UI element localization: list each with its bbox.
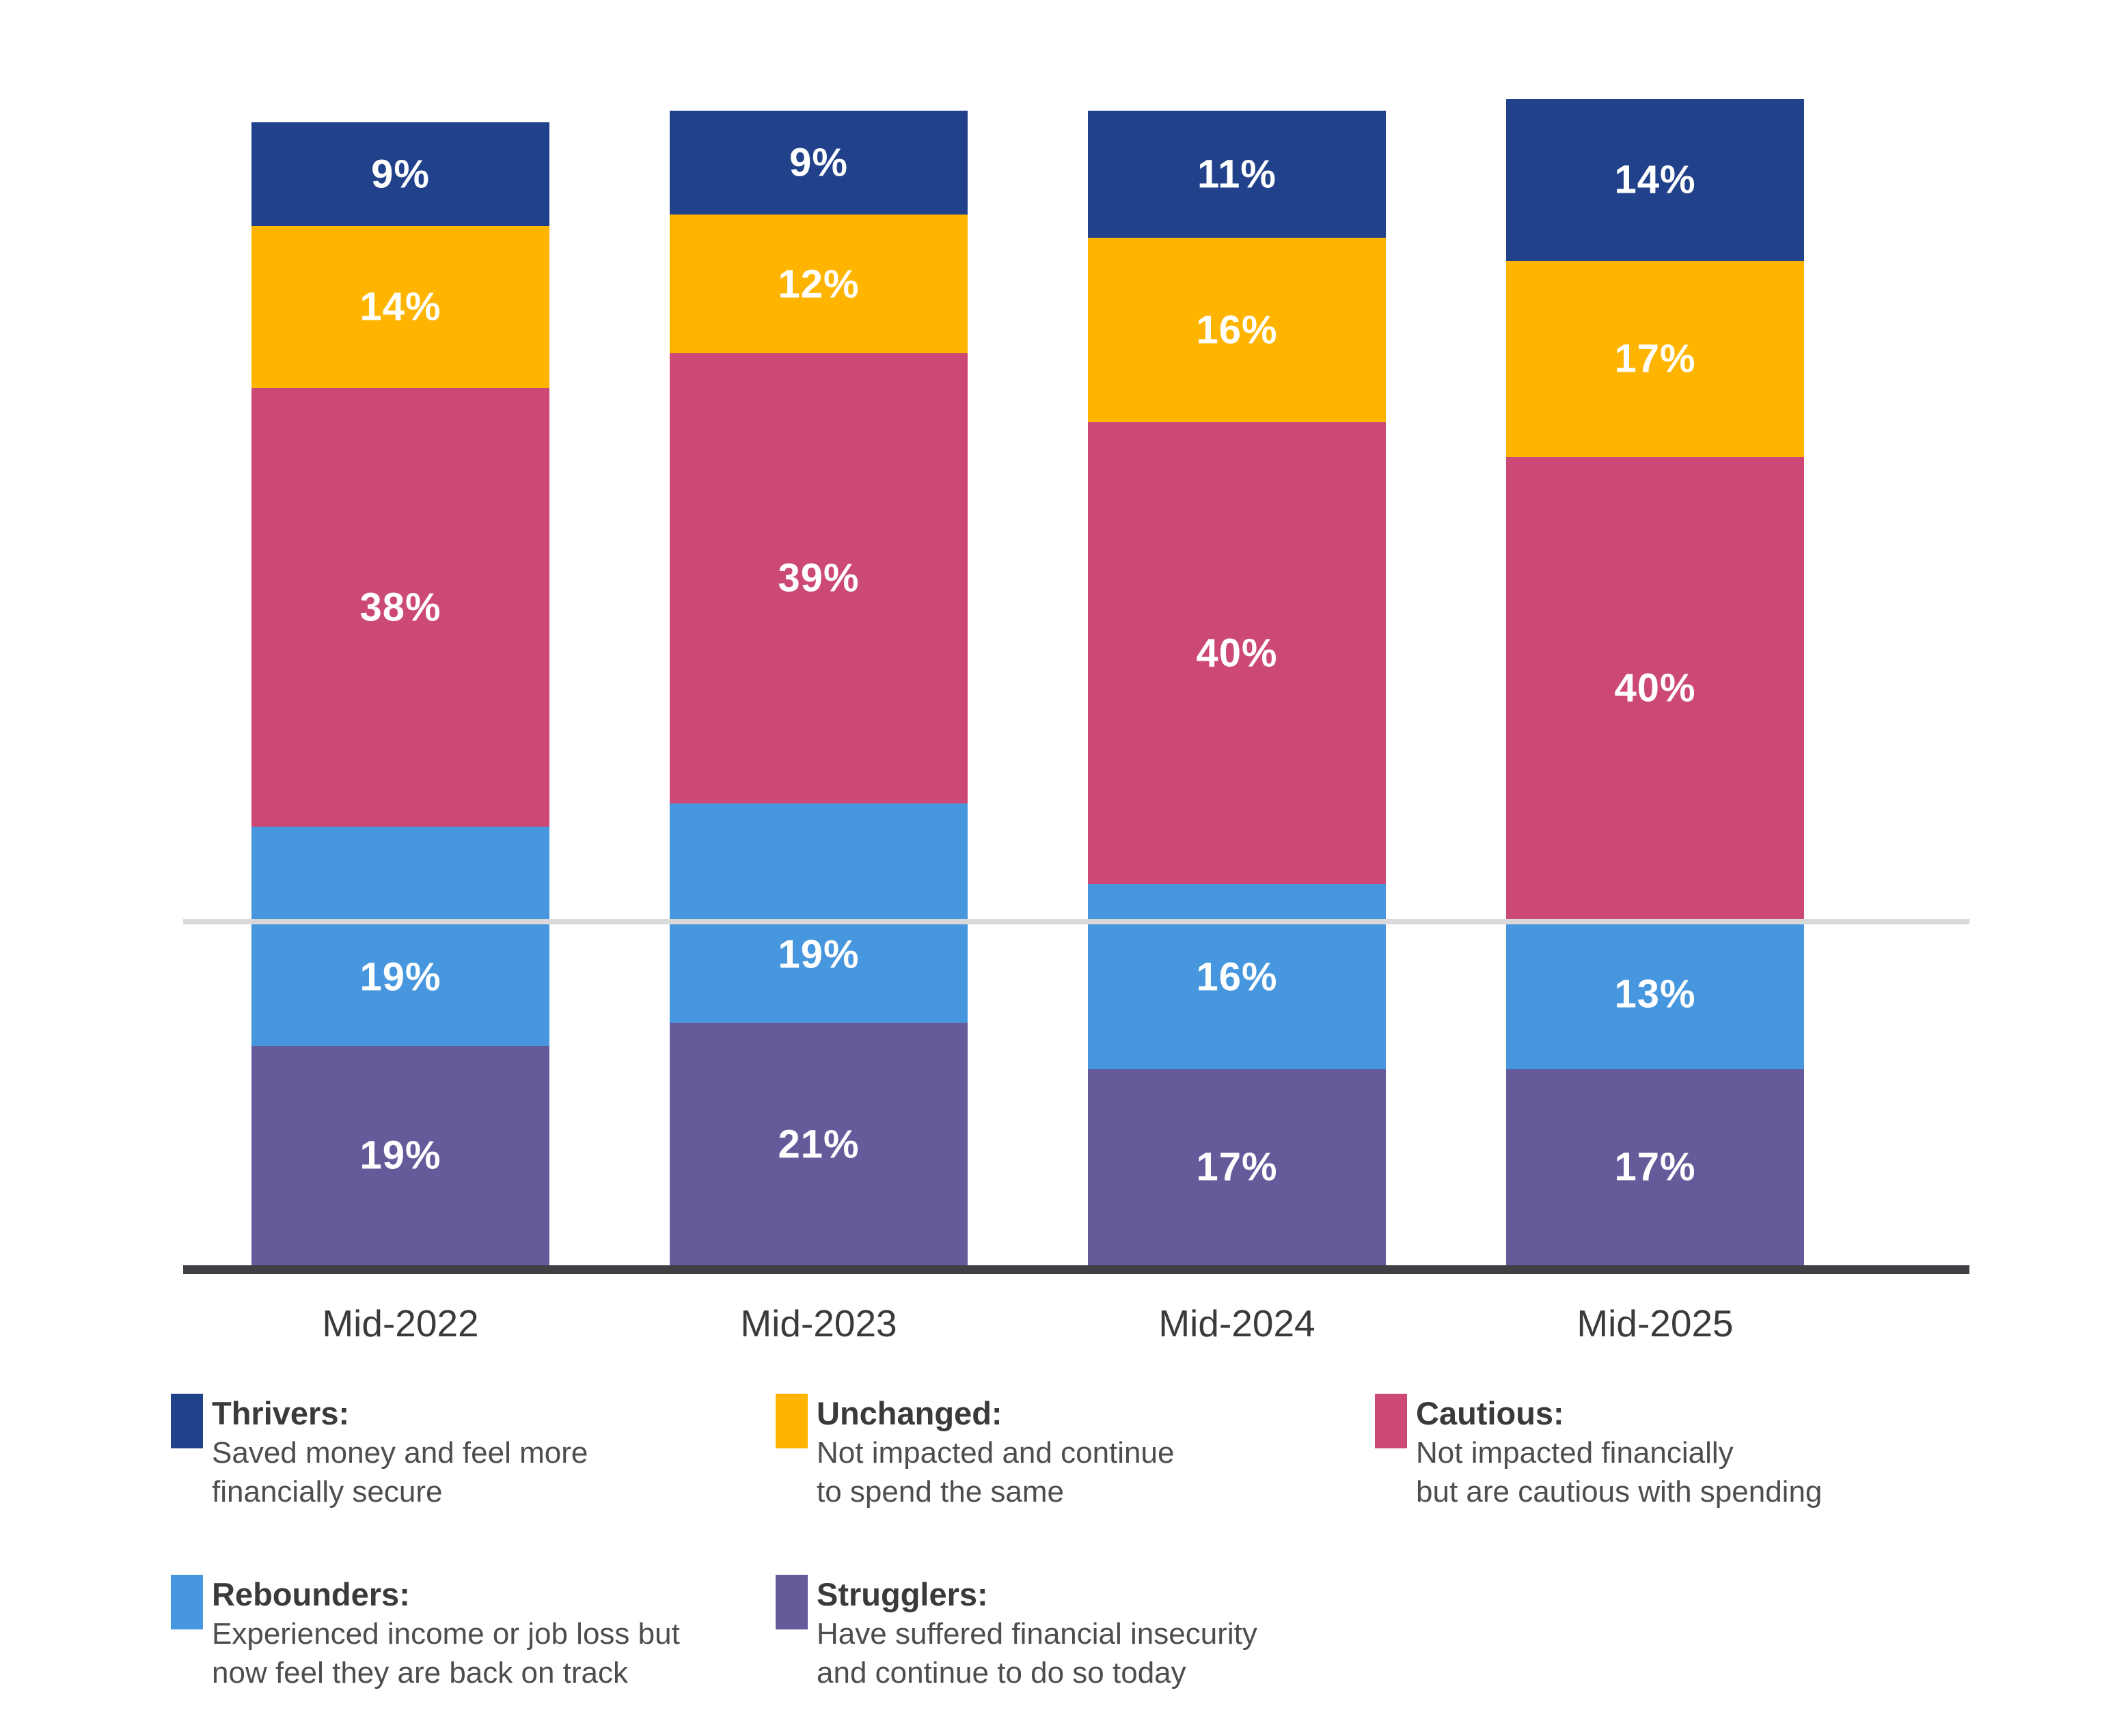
legend-title-unchanged: Unchanged: [817, 1395, 1002, 1431]
bar-value-label-rebounders-mid-2022: 19% [359, 954, 441, 1000]
bar-segment-cautious-mid-2025 [1506, 457, 1804, 919]
bar-value-label-thrivers-mid-2024: 11% [1197, 152, 1277, 197]
bar-segment-cautious-mid-2023 [670, 353, 968, 803]
bar-segment-unchanged-mid-2023 [670, 215, 968, 353]
legend-desc-strugglers-line-1: Have suffered financial insecurity [817, 1617, 1257, 1651]
legend-desc-unchanged-line-1: Not impacted and continue [817, 1436, 1175, 1470]
bar-segment-unchanged-mid-2025 [1506, 260, 1804, 457]
bar-value-label-rebounders-mid-2025: 13% [1614, 972, 1696, 1017]
bar-value-label-strugglers-mid-2024: 17% [1196, 1144, 1278, 1189]
legend-swatch-rebounders [171, 1575, 203, 1629]
legend-desc-cautious-line-2: but are cautious with spending [1416, 1475, 1823, 1508]
bar-segment-rebounders-mid-2024 [1088, 884, 1386, 1069]
bar-value-label-unchanged-mid-2023: 12% [778, 262, 860, 306]
bar-segment-strugglers-mid-2022 [251, 1045, 549, 1265]
bar-value-label-cautious-mid-2022: 38% [359, 585, 441, 630]
bar-value-label-thrivers-mid-2023: 9% [789, 140, 848, 185]
bar-segment-strugglers-mid-2024 [1088, 1069, 1386, 1265]
legend-desc-thrivers-line-2: financially secure [212, 1475, 443, 1508]
bar-segment-strugglers-mid-2025 [1506, 1069, 1804, 1265]
reference-gridline [183, 919, 1969, 924]
bar-value-label-thrivers-mid-2022: 9% [371, 152, 430, 197]
legend-desc-unchanged-line-2: to spend the same [817, 1475, 1065, 1508]
legend-desc-thrivers-line-1: Saved money and feel more [212, 1436, 588, 1470]
bar-segment-cautious-mid-2022 [251, 387, 549, 827]
legend-swatch-strugglers [776, 1575, 808, 1629]
bar-segment-cautious-mid-2024 [1088, 422, 1386, 885]
legend-text-unchanged: Unchanged: Not impacted and continue to sp… [817, 1394, 1174, 1511]
bar-segment-thrivers-mid-2022 [251, 122, 549, 226]
bar-value-label-cautious-mid-2024: 40% [1196, 631, 1278, 676]
x-axis-line [183, 1265, 1969, 1274]
bar-segment-thrivers-mid-2024 [1088, 111, 1386, 238]
x-axis-label-mid-2022: Mid-2022 [322, 1302, 479, 1345]
bar-value-label-rebounders-mid-2023: 19% [778, 932, 860, 977]
bar-value-label-unchanged-mid-2025: 17% [1614, 336, 1696, 381]
legend-title-thrivers: Thrivers: [212, 1395, 350, 1431]
bar-segment-rebounders-mid-2022 [251, 826, 549, 1046]
legend-text-thrivers: Thrivers: Saved money and feel more financ… [212, 1394, 588, 1511]
bar-segment-thrivers-mid-2023 [670, 111, 968, 215]
bar-value-label-thrivers-mid-2025: 14% [1614, 157, 1696, 202]
bar-segment-rebounders-mid-2023 [670, 803, 968, 1023]
legend-desc-rebounders-line-2: now feel they are back on track [212, 1656, 628, 1690]
legend-text-cautious: Cautious: Not impacted financially but are… [1416, 1394, 1822, 1511]
legend-swatch-thrivers [171, 1394, 203, 1448]
legend-title-cautious: Cautious: [1416, 1395, 1564, 1431]
legend-title-strugglers: Strugglers: [817, 1576, 988, 1612]
bar-segment-rebounders-mid-2025 [1506, 919, 1804, 1069]
bar-value-label-strugglers-mid-2022: 19% [359, 1133, 441, 1178]
bar-value-label-cautious-mid-2023: 39% [778, 555, 860, 601]
bar-value-label-strugglers-mid-2023: 21% [778, 1122, 860, 1167]
legend-title-rebounders: Rebounders: [212, 1576, 410, 1612]
bar-segment-strugglers-mid-2023 [670, 1023, 968, 1265]
bar-segment-unchanged-mid-2022 [251, 226, 549, 388]
bar-segment-thrivers-mid-2025 [1506, 99, 1804, 261]
legend-desc-strugglers-line-2: and continue to do so today [817, 1656, 1186, 1690]
bar-value-label-unchanged-mid-2024: 16% [1196, 307, 1278, 353]
x-axis-label-mid-2023: Mid-2023 [740, 1302, 897, 1345]
bar-segment-unchanged-mid-2024 [1088, 237, 1386, 423]
legend-text-strugglers: Strugglers: Have suffered financial insec… [817, 1575, 1257, 1692]
legend-desc-rebounders-line-1: Experienced income or job loss but [212, 1617, 680, 1651]
legend-swatch-unchanged [776, 1394, 808, 1448]
legend-desc-cautious-line-1: Not impacted financially [1416, 1436, 1734, 1470]
legend-swatch-cautious [1375, 1394, 1407, 1448]
legend-text-rebounders: Rebounders: Experienced income or job los… [212, 1575, 680, 1692]
x-axis-label-mid-2024: Mid-2024 [1158, 1302, 1315, 1345]
bar-value-label-strugglers-mid-2025: 17% [1614, 1144, 1696, 1189]
bar-value-label-unchanged-mid-2022: 14% [359, 284, 441, 329]
x-axis-label-mid-2025: Mid-2025 [1576, 1302, 1734, 1345]
bar-value-label-cautious-mid-2025: 40% [1614, 665, 1696, 711]
bar-value-label-rebounders-mid-2024: 16% [1196, 954, 1278, 999]
